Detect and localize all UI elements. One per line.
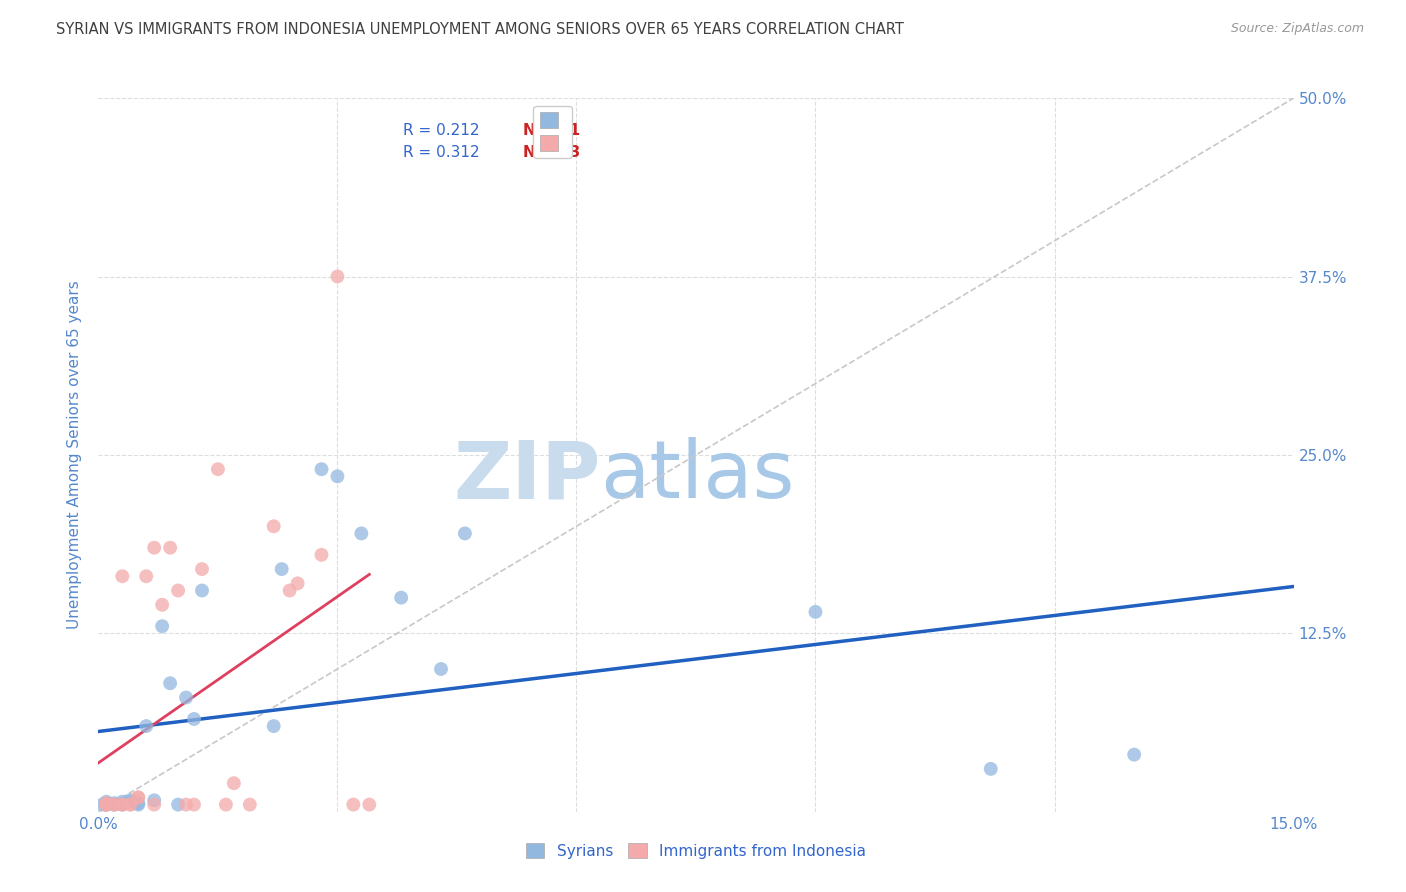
Point xyxy=(120,797,142,812)
Point xyxy=(311,462,333,476)
Point xyxy=(278,583,301,598)
Point xyxy=(135,569,157,583)
Point xyxy=(96,797,118,812)
Point xyxy=(430,662,453,676)
Point xyxy=(342,797,364,812)
Point xyxy=(454,526,477,541)
Point xyxy=(191,562,214,576)
Point xyxy=(120,795,142,809)
Point xyxy=(270,562,292,576)
Point xyxy=(127,797,149,812)
Point xyxy=(389,591,412,605)
Point xyxy=(215,797,238,812)
Point xyxy=(150,598,173,612)
Point xyxy=(96,795,118,809)
Point xyxy=(804,605,827,619)
Point xyxy=(127,790,149,805)
Point xyxy=(111,797,134,812)
Point xyxy=(103,797,125,812)
Point xyxy=(191,583,214,598)
Point xyxy=(120,793,142,807)
Point xyxy=(207,462,229,476)
Point xyxy=(359,797,381,812)
Point xyxy=(287,576,309,591)
Point xyxy=(135,719,157,733)
Text: ZIP: ZIP xyxy=(453,437,600,516)
Text: SYRIAN VS IMMIGRANTS FROM INDONESIA UNEMPLOYMENT AMONG SENIORS OVER 65 YEARS COR: SYRIAN VS IMMIGRANTS FROM INDONESIA UNEM… xyxy=(56,22,904,37)
Point xyxy=(174,690,197,705)
Point xyxy=(111,797,134,812)
Point xyxy=(222,776,245,790)
Point xyxy=(174,797,197,812)
Point xyxy=(91,797,114,812)
Text: N = 31: N = 31 xyxy=(523,123,579,138)
Point xyxy=(111,795,134,809)
Point xyxy=(167,583,190,598)
Point xyxy=(111,569,134,583)
Point xyxy=(96,797,118,812)
Point xyxy=(167,797,190,812)
Point xyxy=(159,676,181,690)
Point xyxy=(326,269,349,284)
Point xyxy=(103,797,125,812)
Point xyxy=(120,797,142,812)
Point xyxy=(96,796,118,810)
Legend: Syrians, Immigrants from Indonesia: Syrians, Immigrants from Indonesia xyxy=(520,837,872,864)
Point xyxy=(263,519,285,533)
Point xyxy=(143,797,166,812)
Point xyxy=(150,619,173,633)
Point xyxy=(263,719,285,733)
Point xyxy=(311,548,333,562)
Point xyxy=(350,526,373,541)
Point xyxy=(239,797,262,812)
Point xyxy=(143,541,166,555)
Text: R = 0.212: R = 0.212 xyxy=(404,123,479,138)
Point xyxy=(159,541,181,555)
Point xyxy=(96,797,118,812)
Text: Source: ZipAtlas.com: Source: ZipAtlas.com xyxy=(1230,22,1364,36)
Point xyxy=(183,712,205,726)
Point xyxy=(1123,747,1146,762)
Text: N = 33: N = 33 xyxy=(523,145,579,160)
Point xyxy=(103,796,125,810)
Y-axis label: Unemployment Among Seniors over 65 years: Unemployment Among Seniors over 65 years xyxy=(67,281,83,629)
Point xyxy=(96,797,118,812)
Point xyxy=(326,469,349,483)
Point xyxy=(143,793,166,807)
Point xyxy=(96,797,118,812)
Point xyxy=(127,796,149,810)
Point xyxy=(183,797,205,812)
Point xyxy=(127,790,149,805)
Point xyxy=(980,762,1002,776)
Text: atlas: atlas xyxy=(600,437,794,516)
Point xyxy=(103,797,125,812)
Point xyxy=(111,797,134,812)
Text: R = 0.312: R = 0.312 xyxy=(404,145,479,160)
